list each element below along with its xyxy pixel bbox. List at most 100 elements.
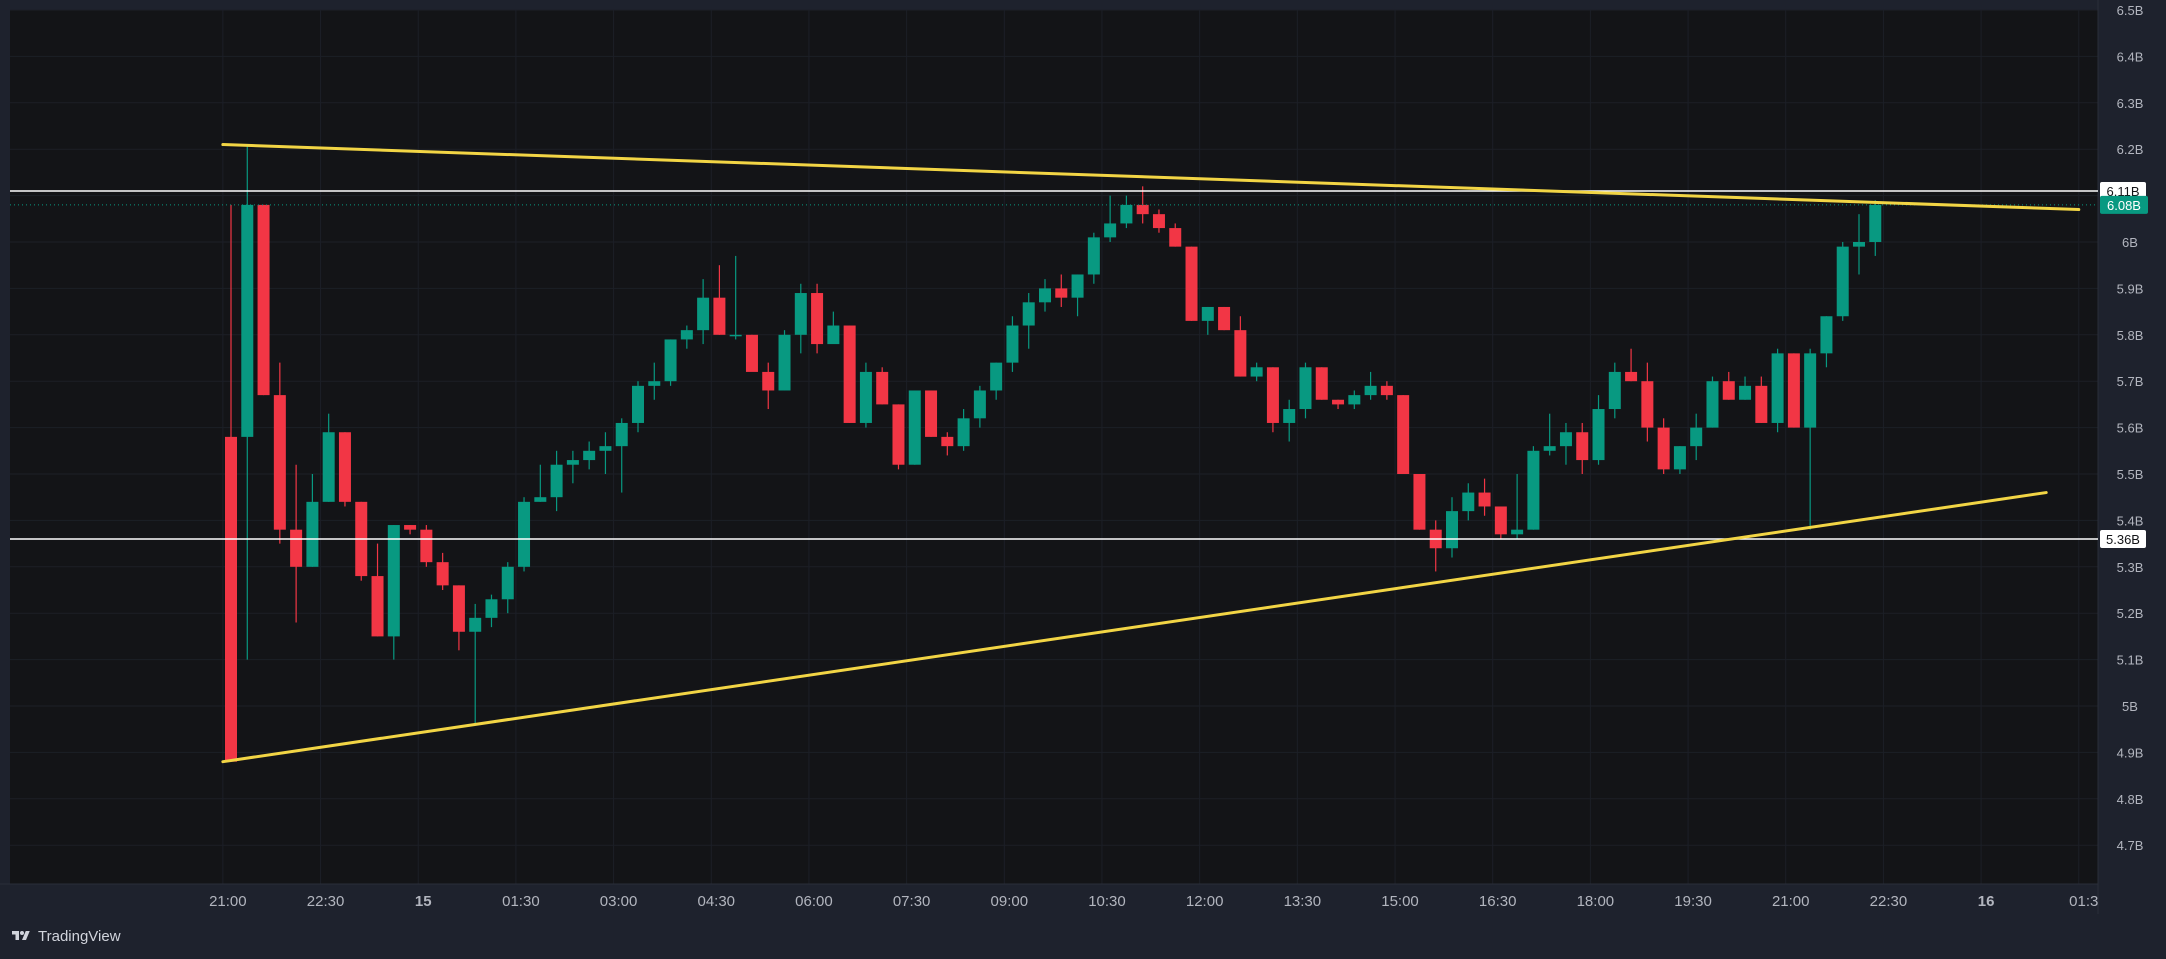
candle-body — [632, 385, 644, 423]
candle-body — [225, 436, 237, 762]
candle-body — [908, 390, 921, 465]
candle-body — [1152, 214, 1165, 229]
candle-up — [778, 330, 791, 391]
tradingview-brand[interactable]: TradingView — [10, 924, 121, 948]
candle-body — [1820, 316, 1833, 354]
candle-body — [1527, 450, 1540, 530]
candle-up — [859, 362, 872, 428]
candle-up — [1804, 348, 1817, 530]
candle-body — [1332, 399, 1345, 405]
candle-up — [908, 390, 921, 465]
candle-down — [811, 283, 824, 354]
candle-body — [599, 446, 612, 451]
candle-up — [615, 418, 628, 493]
candle-up — [1527, 446, 1540, 530]
candle-body — [778, 334, 791, 391]
candle-body — [1576, 432, 1589, 461]
candle-body — [241, 204, 254, 437]
candle-down — [1169, 223, 1182, 247]
candle-body — [1250, 367, 1263, 377]
candle-down — [371, 543, 384, 637]
candle-down — [1413, 474, 1426, 530]
candle-down — [876, 367, 889, 405]
candle-up — [697, 279, 710, 345]
candle-up — [1283, 399, 1296, 442]
candle-down — [925, 390, 938, 437]
time-tick-label: 12:00 — [1186, 893, 1224, 910]
trendlines[interactable] — [221, 143, 2081, 764]
candle-body — [273, 395, 286, 530]
time-tick-label: 21:00 — [209, 893, 247, 910]
candle-body — [648, 381, 661, 386]
time-tick-label: 10:30 — [1088, 893, 1126, 910]
candle-down — [1657, 418, 1670, 474]
candle-up — [306, 474, 319, 567]
candle-down — [941, 432, 954, 456]
candle-down — [1755, 376, 1768, 423]
candle-up — [241, 144, 254, 660]
candle-down — [1397, 395, 1410, 474]
candle-body — [387, 525, 400, 637]
time-tick-label: 07:30 — [893, 893, 931, 910]
candle-body — [485, 599, 498, 618]
candle-down — [1218, 306, 1231, 331]
candle-up — [1201, 306, 1214, 335]
candle-body — [843, 325, 856, 423]
candle-body — [811, 293, 824, 345]
time-axis[interactable]: 21:00 22:30 15 01:30 03:00 04:30 06:00 07:30 09:… — [209, 893, 2098, 910]
candle-body — [1364, 385, 1377, 396]
candle-up — [550, 450, 563, 512]
candle-body — [1380, 385, 1393, 396]
candle-body — [1494, 506, 1507, 535]
candle-down — [1266, 367, 1279, 433]
candle-body — [1625, 371, 1638, 382]
candle-up — [469, 603, 482, 725]
candle-down — [1641, 362, 1654, 442]
candle-body — [1299, 367, 1312, 410]
time-tick-label: 06:00 — [795, 893, 833, 910]
candle-up — [1673, 446, 1686, 474]
time-tick-label: 19:30 — [1674, 893, 1712, 910]
candle-down — [225, 204, 237, 762]
candle-body — [1185, 246, 1198, 321]
candle-body — [1071, 274, 1084, 298]
price-axis[interactable]: 4.7B 4.8B 4.9B 5B 5.1B 5.2B 5.3B 5.4B 5.5B 5.6B 5.… — [2100, 3, 2148, 853]
candle-body — [1592, 409, 1605, 461]
time-tick-label: 04:30 — [697, 893, 735, 910]
candle-down — [1315, 367, 1328, 400]
candle-down — [1380, 381, 1393, 400]
candle-up — [566, 450, 579, 484]
candle-body — [1022, 302, 1035, 326]
candle-up — [632, 381, 644, 433]
last-price-label: 6.08B — [2107, 198, 2141, 213]
candle-body — [1104, 223, 1117, 238]
candle-body — [452, 585, 465, 632]
time-tick-label: 22:30 — [307, 893, 345, 910]
candle-up — [518, 497, 531, 572]
candle-down — [420, 525, 433, 567]
price-tick-label: 5.5B — [2117, 467, 2144, 482]
candle-up — [1071, 274, 1084, 317]
candle-body — [1608, 371, 1621, 410]
chart-pane[interactable] — [10, 10, 2098, 884]
candle-body — [1543, 446, 1556, 451]
price-tick-label: 6.2B — [2117, 142, 2144, 157]
candle-body — [973, 390, 986, 419]
price-tick-label: 6.4B — [2117, 49, 2144, 64]
candle-body — [1283, 409, 1296, 423]
candle-body — [1706, 381, 1719, 428]
candle-down — [843, 325, 856, 423]
candle-up — [1022, 293, 1035, 349]
candle-body — [550, 464, 563, 498]
price-tick-label: 5B — [2122, 699, 2138, 714]
candle-body — [1218, 306, 1231, 331]
candle-body — [1087, 237, 1100, 275]
candle-down — [1185, 246, 1198, 321]
candle-up — [957, 409, 970, 451]
candle-body — [680, 330, 693, 340]
candle-body — [1673, 446, 1686, 470]
candle-up — [1771, 348, 1784, 433]
candle-up — [1820, 316, 1833, 368]
candle-down — [273, 362, 286, 544]
